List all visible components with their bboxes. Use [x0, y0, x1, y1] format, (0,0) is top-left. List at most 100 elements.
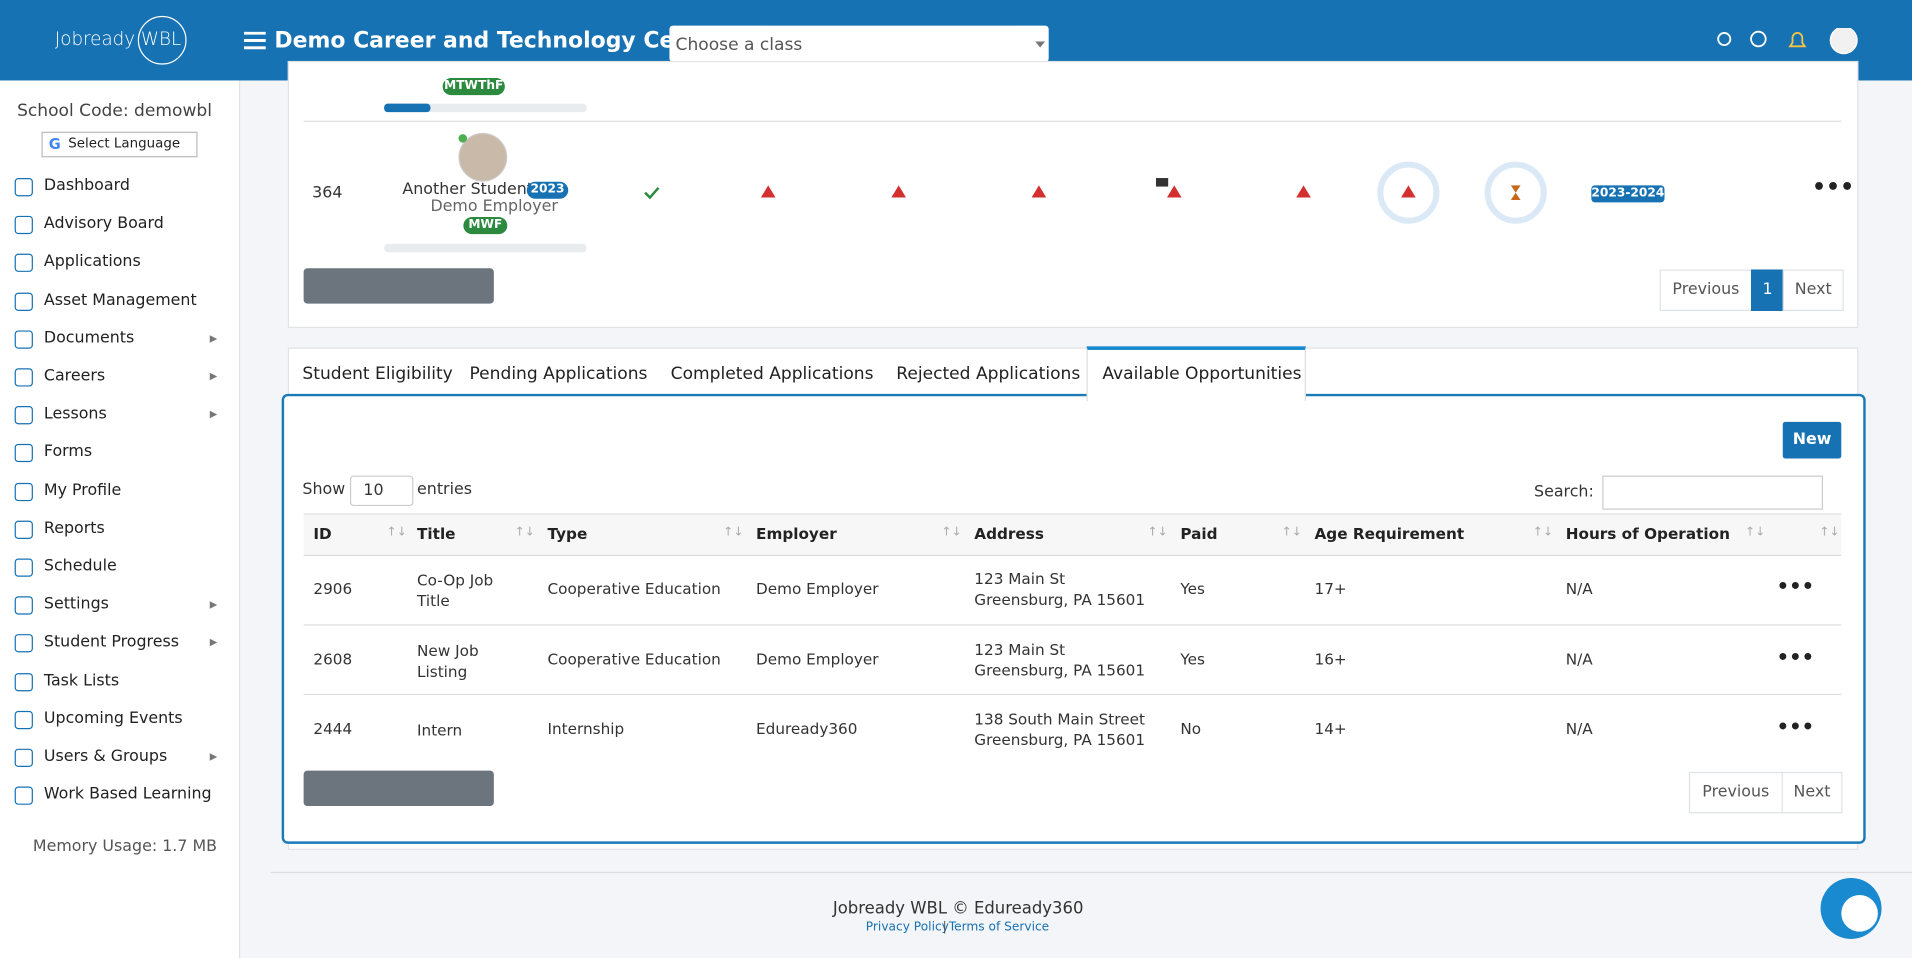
menu-icon: [14, 330, 33, 349]
menu-item[interactable]: Reports: [43, 519, 105, 538]
cell: 16+: [1314, 649, 1347, 668]
sort-icon[interactable]: ↑↓: [941, 525, 962, 539]
menu-item[interactable]: Forms: [43, 443, 93, 462]
footer-divider: [270, 871, 1912, 874]
student-photo: [458, 132, 508, 182]
new-button[interactable]: New: [1782, 421, 1842, 459]
menu-item[interactable]: Applications: [43, 252, 141, 272]
menu-icon: [14, 254, 33, 273]
menu-icon: [14, 558, 33, 577]
sort-icon[interactable]: ↑↓: [1532, 525, 1554, 539]
column-header[interactable]: Address: [974, 524, 1044, 543]
online-dot: [458, 134, 468, 143]
column-header[interactable]: Hours of Operation: [1565, 524, 1730, 543]
progress-track: [384, 243, 587, 253]
link-separator: |: [942, 920, 947, 935]
class-select[interactable]: [669, 25, 1049, 63]
menu-item[interactable]: Advisory Board: [43, 214, 164, 234]
sort-icon[interactable]: ↑↓: [386, 525, 407, 539]
days-badge: MWF: [463, 217, 508, 235]
menu-item[interactable]: Task Lists: [43, 671, 120, 690]
header-icons[interactable]: [1713, 28, 1859, 55]
row-divider: [303, 693, 1842, 696]
sort-icon[interactable]: ↑↓: [1744, 525, 1766, 539]
tab[interactable]: Pending Applications: [469, 364, 648, 385]
class-select-text: Choose a class: [675, 35, 803, 55]
show-label: Show: [302, 480, 346, 499]
column-header[interactable]: ID: [313, 524, 332, 543]
search-input[interactable]: [1602, 475, 1824, 510]
sort-icon[interactable]: ↑↓: [1281, 525, 1303, 539]
menu-item[interactable]: Dashboard: [43, 176, 130, 196]
cell: Demo Employer: [756, 579, 879, 598]
opportunities-panel: [281, 393, 1866, 844]
menu-icon: [14, 482, 33, 501]
sort-icon[interactable]: ↑↓: [723, 525, 744, 539]
menu-icon: [14, 406, 33, 425]
sort-icon[interactable]: ↑↓: [1819, 525, 1840, 539]
active-tab[interactable]: [1086, 346, 1306, 402]
next-button[interactable]: Next: [1782, 269, 1844, 311]
menu-icon: [14, 292, 33, 311]
export-buttons[interactable]: [303, 268, 494, 304]
row-actions[interactable]: •••: [1776, 714, 1815, 738]
menu-item[interactable]: Work Based Learning: [43, 785, 212, 804]
next-button[interactable]: Next: [1781, 771, 1843, 814]
previous-button[interactable]: Previous: [1659, 269, 1753, 311]
cell: Co-Op Job Title: [417, 570, 494, 610]
student-name[interactable]: Another Student: [402, 180, 533, 199]
column-header[interactable]: Employer: [756, 524, 837, 543]
sort-icon[interactable]: ↑↓: [1147, 525, 1168, 539]
google-icon: G: [48, 135, 61, 153]
tab[interactable]: Rejected Applications: [896, 364, 1081, 385]
logo-ring: [137, 15, 187, 65]
cell: New Job Listing: [417, 640, 479, 680]
table-header: [303, 513, 1842, 557]
language-select[interactable]: [41, 131, 198, 158]
row-actions[interactable]: •••: [1812, 174, 1855, 200]
column-header[interactable]: Type: [547, 524, 588, 543]
school-title: Demo Career and Technology Center: [274, 28, 727, 54]
previous-button[interactable]: Previous: [1688, 771, 1783, 814]
cell: Intern: [417, 720, 463, 739]
menu-icon: [14, 520, 33, 539]
school-code: School Code: demowbl: [17, 101, 213, 121]
sort-icon[interactable]: ↑↓: [514, 525, 536, 539]
terms-link[interactable]: Terms of Service: [948, 920, 1050, 935]
column-header[interactable]: Age Requirement: [1314, 524, 1465, 543]
menu-item[interactable]: Users & Groups: [43, 747, 168, 766]
page-button[interactable]: 1: [1751, 269, 1784, 311]
menu-icon: [14, 634, 33, 653]
entries-value: 10: [363, 481, 384, 500]
tab[interactable]: Available Opportunities: [1102, 364, 1302, 385]
progress-fill: [384, 103, 431, 113]
export-buttons[interactable]: [303, 770, 494, 807]
column-header[interactable]: Title: [417, 524, 456, 543]
row-actions[interactable]: •••: [1776, 574, 1815, 598]
menu-item[interactable]: Student Progress: [43, 633, 180, 652]
brand: Jobready WBL: [54, 28, 182, 50]
tab[interactable]: Student Eligibility: [302, 364, 453, 385]
search-label: Search:: [1534, 482, 1594, 502]
cell: 2444: [313, 719, 353, 738]
menu-item[interactable]: Schedule: [43, 557, 117, 576]
menu-item[interactable]: Documents: [43, 328, 135, 348]
address-line: 123 Main St: [974, 639, 1066, 658]
menu-icon: [14, 216, 33, 235]
progress-track: [384, 103, 587, 113]
privacy-link[interactable]: Privacy Policy: [865, 920, 949, 935]
menu-toggle[interactable]: [243, 31, 266, 50]
tab[interactable]: Completed Applications: [670, 364, 874, 385]
entries-select[interactable]: [349, 475, 414, 507]
cell: 2906: [313, 579, 353, 598]
menu-item[interactable]: Careers: [43, 367, 106, 386]
menu-item[interactable]: Upcoming Events: [43, 709, 183, 728]
row-actions[interactable]: •••: [1776, 644, 1815, 668]
column-header[interactable]: Paid: [1180, 524, 1218, 543]
menu-item[interactable]: Lessons: [43, 405, 107, 424]
address-line: Greensburg, PA 15601: [974, 730, 1146, 749]
menu-item[interactable]: Asset Management: [43, 290, 197, 310]
menu-item[interactable]: Settings: [43, 595, 109, 614]
menu-item[interactable]: My Profile: [43, 481, 122, 500]
